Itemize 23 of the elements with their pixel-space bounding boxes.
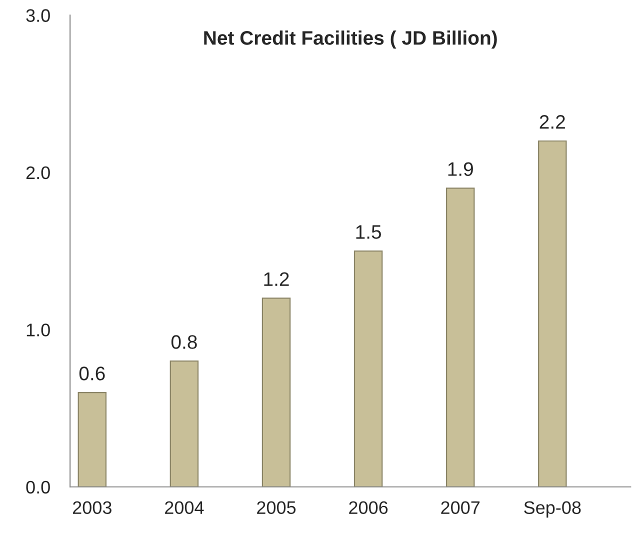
y-tick-label: 1.0 [26, 324, 50, 336]
bar [170, 360, 199, 487]
x-tick-label: 2005 [257, 501, 296, 514]
bar [354, 250, 383, 487]
y-tick-label: 2.0 [26, 166, 50, 180]
data-label: 1.5 [356, 225, 381, 239]
x-tick-label: 2004 [165, 501, 204, 514]
x-tick-label: 2006 [349, 501, 388, 514]
x-tick-label: 2007 [441, 501, 480, 514]
data-label: 2.2 [540, 115, 565, 129]
data-label: 0.8 [171, 335, 197, 349]
data-label: 1.2 [264, 272, 289, 286]
x-tick-label: Sep-08 [524, 501, 581, 518]
bar [446, 188, 475, 487]
data-label: 0.6 [79, 366, 105, 380]
bar [262, 298, 291, 487]
x-tick-label: 2003 [72, 501, 112, 514]
bar [78, 392, 107, 487]
bar [538, 140, 567, 487]
y-tick-label: 3.0 [26, 9, 50, 22]
y-tick-label: 0.0 [26, 480, 50, 494]
text: Net Credit Facilities ( JD Billion) [204, 30, 497, 49]
data-label: 1.9 [448, 162, 473, 176]
